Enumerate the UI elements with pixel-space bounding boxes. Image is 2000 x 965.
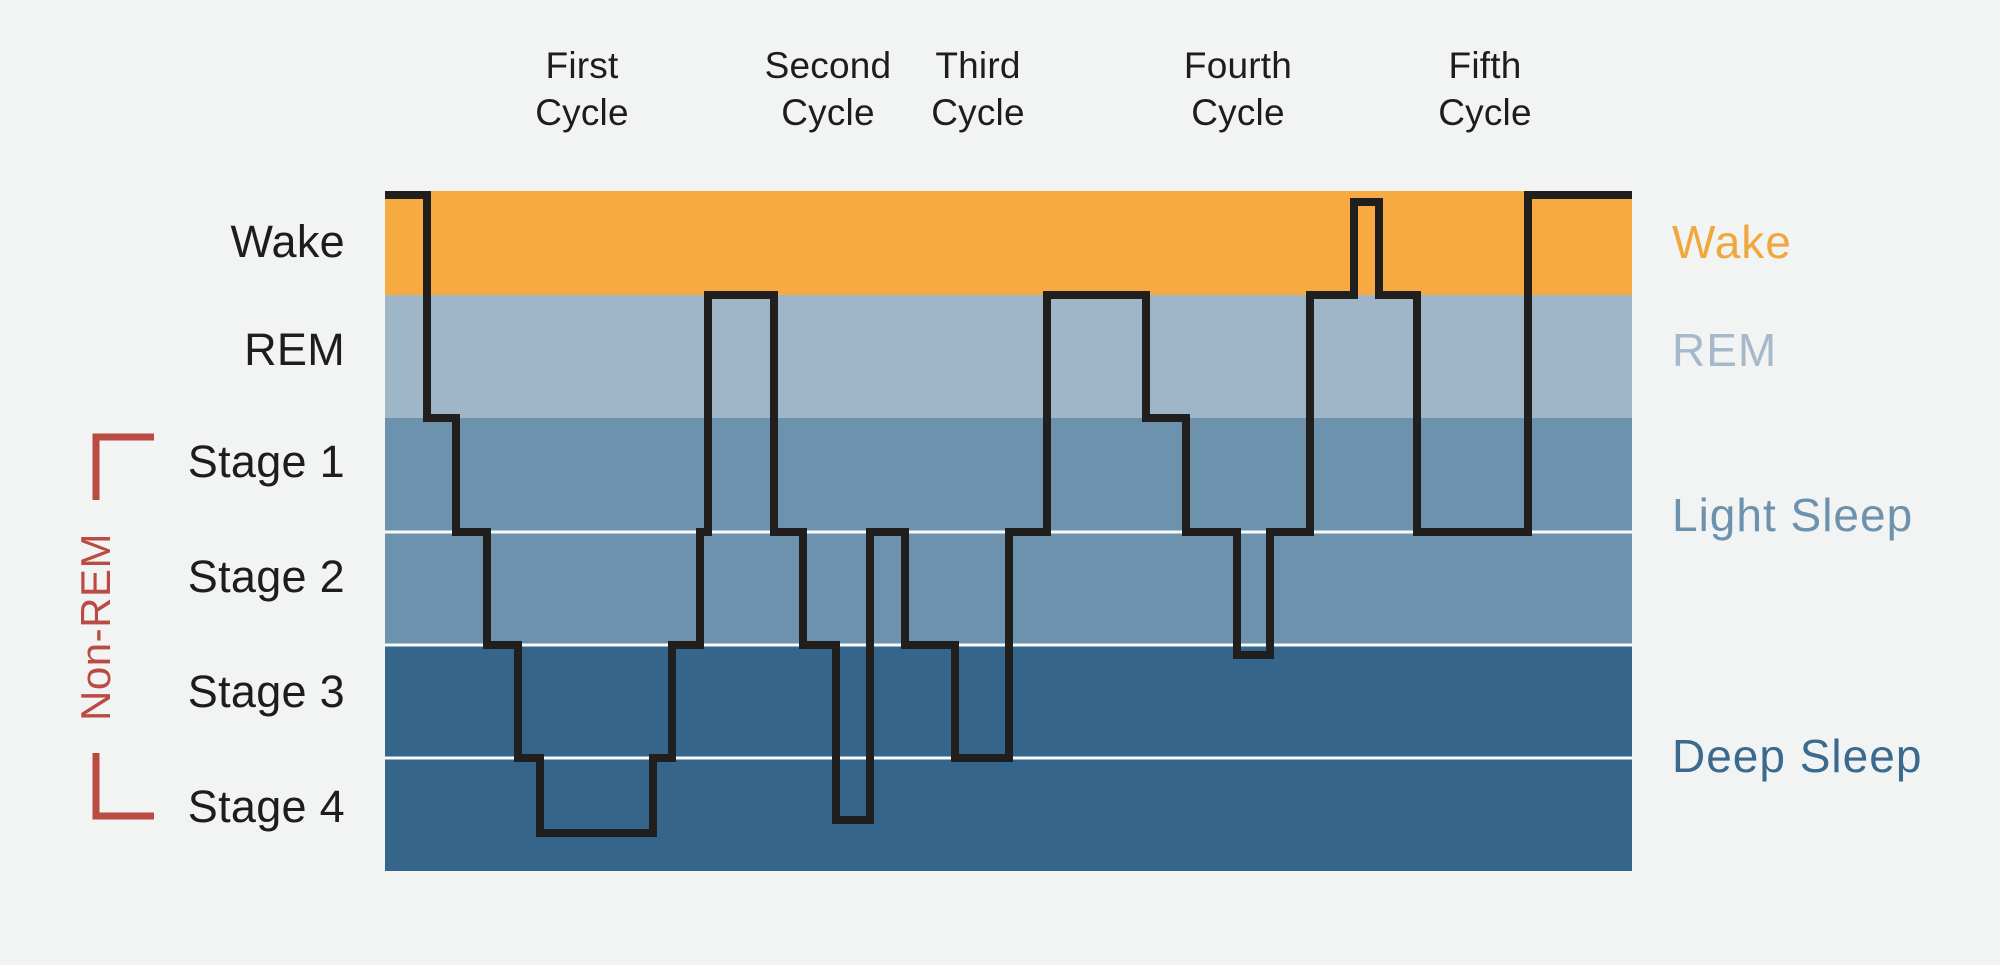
- band-stage4: [385, 758, 1632, 871]
- legend-light-sleep: Light Sleep: [1672, 489, 1914, 541]
- legend-wake: Wake: [1672, 216, 1792, 268]
- axis-label-stage4: Stage 4: [187, 781, 345, 832]
- legend-rem: REM: [1672, 324, 1778, 376]
- axis-label-stage1: Stage 1: [187, 436, 345, 487]
- axis-label-wake: Wake: [230, 216, 345, 267]
- cycle-label-third: Third Cycle: [931, 45, 1025, 133]
- legend-deep-sleep: Deep Sleep: [1672, 730, 1923, 782]
- band-rem: [385, 295, 1632, 418]
- cycle-label-fifth: Fifth Cycle: [1438, 45, 1532, 133]
- cycle-label-second: Second Cycle: [764, 45, 892, 133]
- band-stage1: [385, 418, 1632, 532]
- cycle-label-fourth: Fourth Cycle: [1183, 45, 1293, 133]
- axis-label-stage2: Stage 2: [187, 551, 345, 602]
- non-rem-label: Non-REM: [72, 533, 119, 721]
- cycle-label-first: First Cycle: [535, 45, 629, 133]
- band-wake: [385, 191, 1632, 295]
- sleep-stage-step-line: [385, 191, 1632, 837]
- non-rem-bracket: [92, 433, 154, 820]
- axis-label-stage3: Stage 3: [187, 666, 345, 717]
- axis-label-rem: REM: [244, 324, 345, 375]
